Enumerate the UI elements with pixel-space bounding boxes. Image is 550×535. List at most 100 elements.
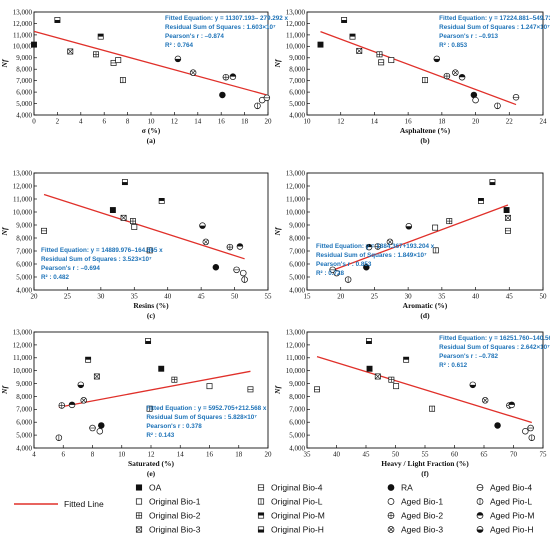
y-tick-label: 4,000 (16, 111, 32, 119)
y-tick-label: 5,000 (289, 100, 305, 108)
data-point-15 (494, 102, 501, 110)
data-point-3 (67, 48, 74, 55)
fitted-line (58, 370, 251, 408)
data-point-11 (452, 69, 459, 76)
legend-label: Original Bio-3 (149, 525, 201, 535)
y-tick-label: 10,000 (286, 208, 306, 216)
legend-label: OA (149, 483, 162, 493)
data-point-12 (478, 198, 484, 204)
x-tick-label: 6 (102, 118, 106, 126)
data-point-4 (374, 373, 381, 380)
x-tick-label: 14 (177, 451, 185, 459)
fit-annotation-line: Fitted Equation: y = 1884.367+193.204 x (316, 243, 435, 250)
data-point-12 (146, 405, 153, 412)
x-tick-label: 50 (540, 293, 548, 301)
y-tick-label: 6,000 (289, 89, 305, 97)
legend-label: Original Bio-4 (271, 483, 323, 493)
x-tick-label: 20 (265, 118, 273, 126)
y-tick-label: 8,000 (289, 66, 305, 74)
y-tick-label: 11,000 (286, 354, 305, 362)
legend-label: Original Bio-2 (149, 511, 201, 521)
x-tick-label: 16 (405, 118, 413, 126)
x-axis-label: Heavy / Light Fraction (%) (381, 459, 469, 468)
chart-panel-1: 4,000 5,000 6,000 7,000 8,000 9,000 10,000 11,0… (0, 8, 289, 145)
data-point-7 (388, 57, 395, 64)
data-point-12 (226, 243, 234, 251)
data-point-14 (171, 376, 178, 383)
fit-annotation-line: Pearson's r : –0.694 (41, 265, 100, 272)
data-point-16 (263, 94, 271, 102)
fit-annotation-line: Pearson's r : 0.378 (146, 423, 202, 430)
y-tick-label: 11,000 (13, 195, 32, 203)
data-point-5 (97, 33, 104, 40)
y-tick-label: 5,000 (16, 100, 32, 108)
legend-marker-13 (476, 484, 484, 491)
data-point-8 (429, 405, 436, 412)
fit-annotation-line: Residual Sum of Squares : 3.523×10⁷ (41, 256, 152, 263)
data-point-5 (80, 397, 87, 404)
x-tick-label: 24 (540, 118, 548, 126)
y-tick-label: 12,000 (13, 20, 33, 28)
x-tick-label: 40 (472, 293, 480, 301)
y-tick-label: 12,000 (286, 20, 306, 28)
y-tick-label: 10,000 (13, 367, 33, 375)
data-point-9 (199, 222, 206, 229)
fit-annotation-line: Pearson's r : –0.913 (439, 33, 498, 40)
fit-annotation-line: Pearson's r : –0.874 (165, 33, 224, 40)
data-point-9 (469, 381, 477, 389)
chart-panels: 4,000 5,000 6,000 7,000 8,000 9,000 10,000 11,0… (0, 8, 550, 478)
legend-marker-4 (135, 526, 143, 533)
data-point-7 (146, 247, 153, 254)
data-point-13 (158, 365, 165, 372)
y-axis-label: Nf (273, 385, 282, 395)
data-point-8 (422, 77, 428, 84)
x-tick-label: 20 (337, 293, 345, 301)
x-tick-label: 55 (265, 293, 273, 301)
legend-marker-9 (387, 484, 395, 491)
data-point-14 (522, 427, 529, 435)
data-point-5 (388, 376, 395, 383)
y-tick-label: 11,000 (286, 31, 305, 39)
data-point-16 (241, 276, 248, 283)
data-point-10 (98, 422, 105, 429)
legend-marker-15 (476, 512, 484, 519)
y-tick-label: 4,000 (16, 444, 32, 452)
y-tick-label: 6,000 (16, 419, 32, 427)
x-tick-label: 6 (62, 451, 66, 459)
y-tick-label: 4,000 (289, 444, 305, 452)
legend-label: Aged Bio-4 (490, 483, 532, 493)
x-tick-label: 20 (265, 451, 273, 459)
data-point-7 (89, 424, 96, 432)
data-point-7 (403, 356, 410, 363)
data-point-10 (443, 72, 451, 80)
data-point-2 (341, 17, 348, 23)
y-tick-label: 10,000 (13, 43, 33, 51)
y-tick-label: 4,000 (16, 286, 32, 294)
x-axis-label: Aromatic (%) (403, 301, 448, 310)
legend-label: Original Pio-L (271, 497, 323, 507)
y-tick-label: 13,000 (13, 169, 33, 177)
fit-annotation-line: Pearson's r : 0.853 (316, 261, 372, 268)
panel-label: (f) (421, 469, 429, 478)
fitted-line (43, 193, 245, 260)
legend-marker-11 (387, 512, 395, 519)
data-point-3 (366, 365, 373, 372)
fit-annotation-line: R² : 0.728 (316, 270, 344, 277)
fit-annotation-line: Residual Sum of Squares : 5.828×10⁷ (146, 414, 257, 421)
y-tick-label: 13,000 (286, 169, 306, 177)
legend-marker-8 (257, 526, 265, 533)
y-tick-label: 9,000 (289, 221, 305, 229)
y-tick-label: 11,000 (286, 195, 305, 203)
y-tick-label: 9,000 (289, 380, 305, 388)
plot-frame (306, 172, 544, 291)
x-tick-label: 65 (481, 451, 489, 459)
x-tick-label: 25 (371, 293, 379, 301)
fit-annotation-line: R² : 0.764 (165, 42, 193, 49)
x-tick-label: 2 (56, 118, 60, 126)
data-point-3 (349, 33, 356, 40)
x-tick-label: 35 (438, 293, 446, 301)
x-tick-label: 14 (194, 118, 202, 126)
legend-label: Original Pio-H (271, 525, 324, 535)
data-point-11 (212, 264, 220, 271)
fit-annotation-line: R² : 0.612 (439, 362, 467, 369)
